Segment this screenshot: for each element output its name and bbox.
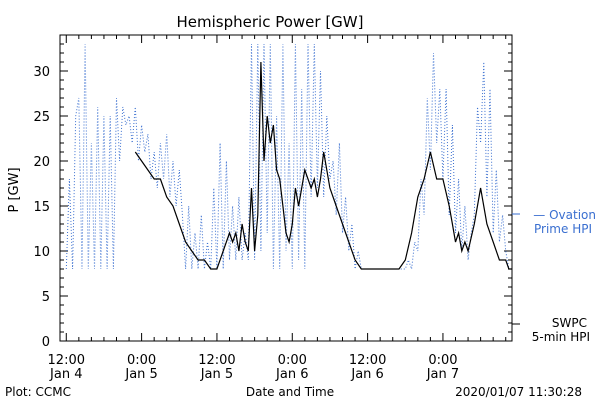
y-axis-ticks: 0 5 10 15 20 25 30 <box>33 43 512 350</box>
y-tick-label: 30 <box>33 65 50 80</box>
x-tick-label-date: Jan 5 <box>124 367 157 382</box>
series-swpc-5min-hpi <box>134 61 512 270</box>
x-tick-label-time: 0:00 <box>278 353 307 368</box>
series-layer <box>65 43 512 270</box>
x-tick-label-time: 0:00 <box>127 353 156 368</box>
legend-swpc-line2: 5-min HPI <box>532 330 590 344</box>
series-ovation-prime-hpi <box>65 43 512 270</box>
x-tick-label-time: 12:00 <box>198 353 235 368</box>
legend-ovation-line1: — Ovation <box>533 208 596 222</box>
y-tick-label: 25 <box>33 110 50 125</box>
y-tick-label: 10 <box>33 245 50 260</box>
x-tick-label-date: Jan 5 <box>200 367 233 382</box>
footer-timestamp: 2020/01/07 11:30:28 <box>455 385 582 399</box>
y-tick-label: 15 <box>33 200 50 215</box>
y-tick-label: 20 <box>33 155 50 170</box>
x-tick-label-date: Jan 4 <box>49 367 82 382</box>
legend-ovation-line2: Prime HPI <box>534 222 592 236</box>
chart-title: Hemispheric Power [GW] <box>177 13 364 31</box>
x-tick-label-date: Jan 7 <box>426 367 459 382</box>
legend-swpc-line1: SWPC <box>552 316 587 330</box>
y-tick-label: 5 <box>42 290 50 305</box>
x-tick-label-time: 0:00 <box>428 353 457 368</box>
y-tick-label: 0 <box>42 335 50 350</box>
x-tick-label-time: 12:00 <box>349 353 386 368</box>
x-tick-label-date: Jan 6 <box>275 367 308 382</box>
plot-frame <box>59 34 513 342</box>
x-axis-label: Date and Time <box>246 385 334 399</box>
legend: — Ovation Prime HPI SWPC 5-min HPI <box>512 208 596 344</box>
plot-area-border <box>59 34 513 342</box>
x-tick-label-time: 12:00 <box>48 353 85 368</box>
footer-plot-credit: Plot: CCMC <box>5 385 71 399</box>
x-tick-label-date: Jan 6 <box>350 367 383 382</box>
y-axis-label: P [GW] <box>7 167 22 212</box>
